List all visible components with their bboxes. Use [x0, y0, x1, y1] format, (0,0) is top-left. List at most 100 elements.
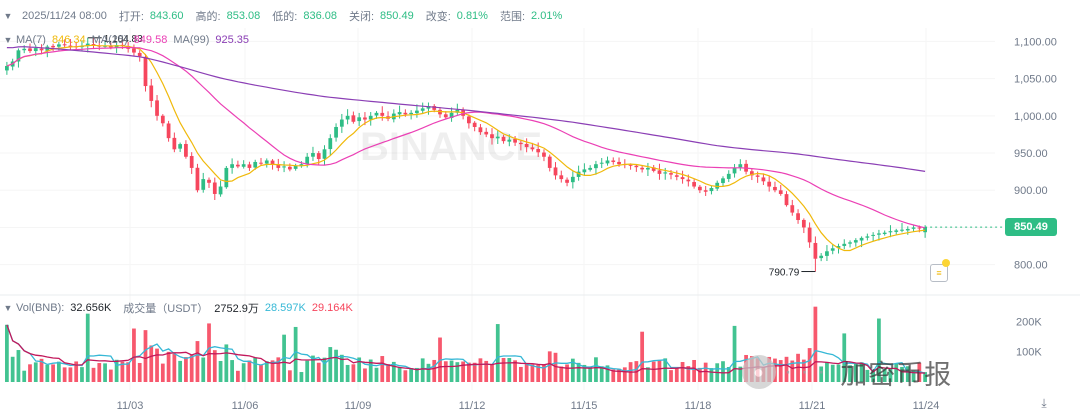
price-axis: 1,100.001,050.001,000.00950.00900.00850.… — [1014, 36, 1057, 271]
candle-body — [755, 175, 760, 177]
volume-bar — [547, 351, 552, 382]
time-tick-label: 11/12 — [459, 400, 486, 412]
note-icon[interactable]: ≡ — [930, 264, 948, 282]
volume-bar — [467, 362, 471, 382]
candle-body — [149, 85, 154, 101]
volume-bar — [905, 366, 910, 382]
candle-body — [518, 142, 523, 145]
volume-bar — [62, 367, 67, 382]
open-value: 843.60 — [149, 10, 184, 22]
markers: 1,104.83 790.79 — [87, 34, 1003, 279]
candle-body — [877, 233, 881, 235]
candle-body — [651, 167, 656, 171]
volume-bar — [391, 361, 396, 382]
volume-bar — [536, 364, 541, 382]
time-tick-label: 11/09 — [345, 400, 372, 412]
candle-body — [640, 167, 645, 170]
candle-body — [484, 131, 489, 135]
candle-body — [270, 160, 275, 165]
candle-body — [264, 160, 269, 164]
time-tick-label: 11/15 — [571, 400, 598, 412]
price-tick-label: 900.00 — [1014, 185, 1048, 197]
volume-bar — [490, 363, 494, 382]
candle-body — [316, 153, 321, 159]
candle-body — [807, 227, 812, 243]
candle-body — [501, 136, 506, 142]
volume-bar — [674, 367, 679, 382]
volume-bar — [207, 323, 211, 382]
volume-bar — [380, 356, 385, 382]
candle-body — [51, 45, 55, 48]
chevron-down-icon[interactable]: ▼ — [3, 35, 13, 45]
candle-body — [790, 205, 795, 213]
candle-body — [542, 152, 546, 157]
volume-bar — [10, 356, 15, 382]
candle-body — [495, 136, 500, 139]
volume-bar — [270, 360, 275, 382]
volume-bar — [640, 331, 645, 382]
volume-bar — [305, 360, 310, 382]
scroll-to-end-icon[interactable]: ⤓ — [1041, 396, 1047, 410]
volume-bar — [478, 358, 483, 382]
volume-bar — [877, 318, 881, 382]
volume-bar — [351, 364, 356, 382]
volume-bar — [900, 366, 904, 382]
volume-bar — [680, 362, 685, 382]
volume-bar — [894, 363, 899, 382]
vol-value: 32.656K — [70, 302, 112, 314]
candle-body — [646, 167, 650, 170]
volume-bar — [813, 306, 818, 382]
volume-bar — [172, 353, 177, 382]
volume-bar — [120, 361, 125, 382]
volume-bar — [848, 365, 852, 382]
candle-body — [438, 109, 442, 115]
volume-bar — [345, 364, 350, 382]
candle-body — [524, 143, 529, 148]
candle-body — [905, 228, 910, 231]
candle-body — [409, 112, 414, 115]
chevron-down-icon[interactable]: ▼ — [3, 303, 13, 313]
volume-bar — [669, 370, 673, 382]
candle-body — [796, 213, 800, 221]
candle-body — [871, 234, 876, 236]
candle-body — [236, 164, 240, 167]
ohlc-header: ▼ 2025/11/24 08:00 打开: 843.60 高的: 853.08… — [0, 8, 574, 24]
price-grid — [0, 28, 995, 390]
candle-body — [553, 167, 558, 176]
candle-body — [415, 110, 419, 114]
volume-bar — [830, 364, 835, 382]
ma99-value: 925.35 — [215, 34, 250, 46]
close-value: 850.49 — [380, 10, 414, 22]
chevron-down-icon[interactable]: ▼ — [3, 11, 13, 21]
wechat-logo-icon: ● — [742, 355, 776, 389]
svg-text:BINANCE: BINANCE — [360, 125, 542, 169]
volume-bar — [911, 370, 916, 382]
volume-bar — [484, 360, 489, 382]
candle-body — [692, 182, 696, 187]
volume-bar — [738, 366, 743, 382]
high-marker-label: 1,104.83 — [104, 34, 143, 45]
candle-body — [426, 106, 431, 109]
volume-bar — [420, 358, 425, 382]
candle-body — [888, 231, 893, 233]
candle-body — [749, 171, 754, 176]
volume-bar — [501, 357, 506, 382]
volume-bar — [218, 360, 223, 382]
price-tick-label: 1,050.00 — [1014, 74, 1057, 86]
vol-quote-label: 成交量（USDT） — [123, 303, 209, 315]
volume-bar — [882, 368, 887, 382]
volume-bar — [132, 328, 136, 382]
change-label: 改变: — [425, 11, 451, 23]
volume-bar — [801, 359, 806, 382]
volume-bar — [415, 367, 419, 382]
volume-bar — [455, 362, 460, 382]
volume-bar — [149, 345, 154, 382]
candle-body — [680, 177, 685, 180]
high-label: 高的: — [195, 11, 221, 23]
volume-bar — [553, 352, 558, 382]
volume-bar — [871, 370, 876, 382]
candle-body — [478, 127, 483, 133]
candle-body — [530, 147, 535, 150]
candle-body — [328, 138, 333, 150]
volume-bar — [570, 358, 575, 382]
